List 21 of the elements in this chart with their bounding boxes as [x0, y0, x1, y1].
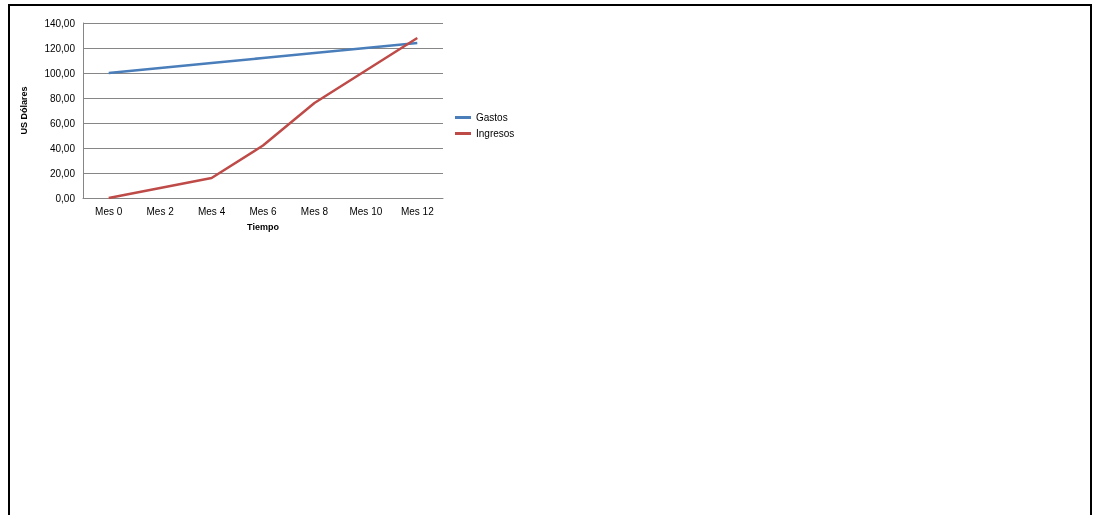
y-axis-title: US Dólares — [18, 86, 29, 135]
line-series — [107, 36, 419, 200]
y-tick-label: 80,00 — [49, 92, 76, 104]
y-tick-label: 0,00 — [55, 192, 76, 204]
legend-label: Ingresos — [476, 128, 515, 139]
y-tick-label: 40,00 — [49, 142, 76, 154]
x-tick-label: Mes 6 — [249, 205, 278, 217]
line-series — [107, 41, 419, 75]
x-tick-label: Mes 8 — [300, 205, 329, 217]
y-tick-label: 140,00 — [44, 17, 76, 29]
x-tick-label: Mes 10 — [349, 205, 383, 217]
y-tick-label: 120,00 — [44, 42, 76, 54]
y-tick-label: 20,00 — [49, 167, 76, 179]
x-tick-label: Mes 4 — [197, 205, 226, 217]
x-tick-label: Mes 2 — [146, 205, 175, 217]
x-tick-label: Mes 12 — [400, 205, 435, 217]
legend-label: Gastos — [476, 112, 508, 123]
x-tick-label: Mes 0 — [95, 205, 123, 217]
y-tick-label: 60,00 — [49, 117, 76, 129]
y-tick-label: 100,00 — [44, 67, 76, 79]
x-axis-title: Tiempo — [247, 221, 280, 232]
